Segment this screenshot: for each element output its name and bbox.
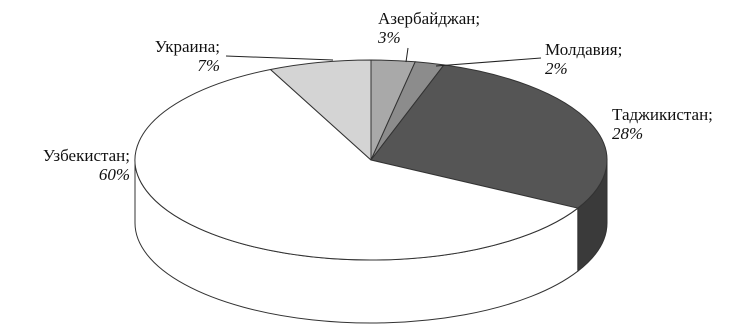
slice-value-1: 3% bbox=[377, 28, 401, 47]
leader-line-5 bbox=[225, 55, 334, 61]
slice-label-4: Узбекистан; bbox=[43, 146, 130, 165]
leader-line-2 bbox=[435, 57, 542, 67]
slice-value-2: 2% bbox=[545, 59, 568, 78]
slice-value-5: 7% bbox=[197, 56, 220, 75]
pie-slice-4 bbox=[134, 69, 579, 261]
pie-slice-5 bbox=[270, 59, 372, 161]
slice-value-3: 28% bbox=[612, 124, 643, 143]
slice-label-1: Азербайджан; bbox=[378, 9, 480, 28]
slice-label-3: Таджикистан; bbox=[612, 105, 713, 124]
slice-value-4: 60% bbox=[99, 165, 130, 184]
leader-line-1 bbox=[405, 47, 409, 63]
slice-label-2: Молдавия; bbox=[545, 40, 622, 59]
slice-label-5: Украина; bbox=[155, 37, 220, 56]
pie-slice-3 bbox=[370, 64, 608, 209]
